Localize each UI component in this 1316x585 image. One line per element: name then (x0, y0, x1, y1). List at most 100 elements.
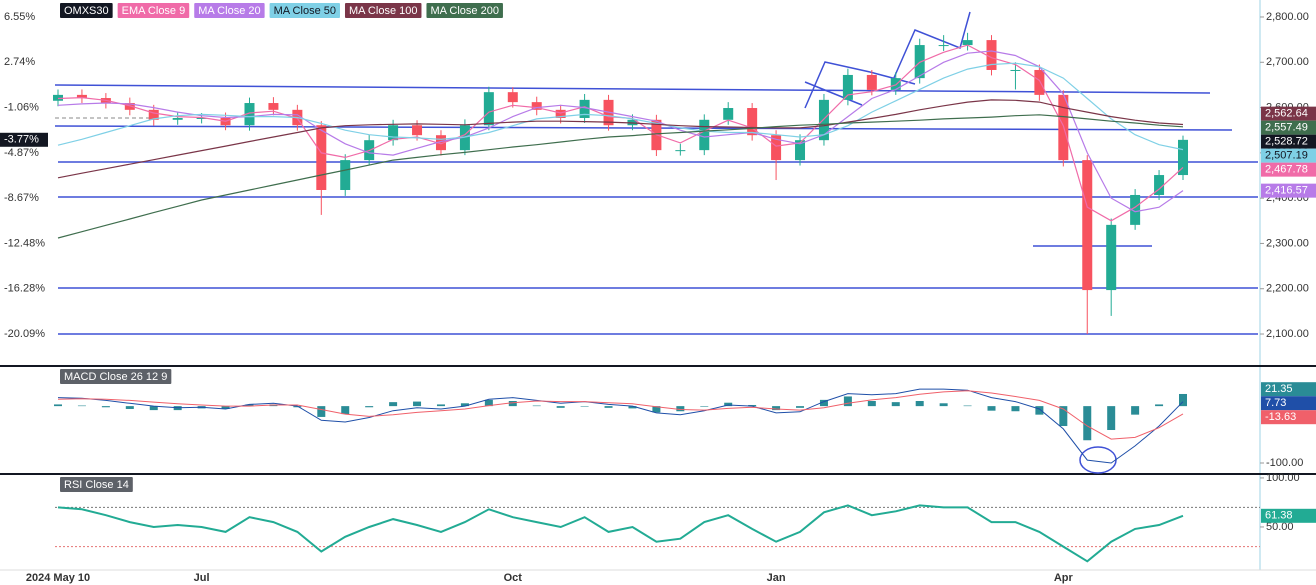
candle-body (771, 135, 782, 161)
price-badge (1261, 134, 1316, 149)
candle-body (268, 103, 279, 110)
y2-tick-label: -4.87% (4, 147, 39, 159)
candle-body (76, 94, 87, 99)
candle-body (747, 108, 758, 136)
price-badge-label: 2,557.49 (1265, 122, 1308, 134)
price-badge-label: 2,507.19 (1265, 150, 1308, 162)
price-badge (1261, 148, 1316, 163)
histogram-bar (508, 401, 517, 407)
candle-body (412, 125, 423, 136)
price-badge-label: 2,562.64 (1265, 108, 1308, 120)
histogram-bar (580, 406, 589, 407)
legend-chip (117, 3, 190, 18)
trend-line (54, 125, 1233, 131)
y2-tick-label: -1.06% (4, 101, 39, 113)
candle-body (124, 103, 135, 110)
histogram-bar (532, 405, 541, 407)
histogram-bar (1083, 406, 1092, 441)
price-badge-label: 2,467.78 (1265, 164, 1308, 176)
current-pct-label: -3.77% (4, 134, 39, 146)
candle-body (1178, 139, 1188, 176)
candle-body (723, 108, 734, 120)
price-badge-label: 7.73 (1265, 397, 1286, 409)
candle-body (53, 94, 63, 101)
candle-body (1010, 69, 1021, 71)
histogram-bar (843, 396, 852, 407)
legend-chip (60, 369, 172, 384)
histogram-bar (245, 404, 254, 407)
histogram-bar (628, 406, 637, 409)
histogram-bar (149, 406, 158, 411)
x-tick-label: Jan (767, 572, 786, 584)
y-tick-label: 2,700.00 (1266, 56, 1309, 68)
histogram-bar (341, 406, 350, 415)
price-badge-label: 2,528.72 (1265, 136, 1308, 148)
histogram-bar (1131, 406, 1140, 415)
histogram-bar (652, 406, 661, 413)
channel-line (869, 71, 916, 85)
candle-body (890, 78, 901, 90)
candle-body (986, 40, 997, 70)
candle-body (842, 74, 853, 100)
y-tick-label: 50.00 (1266, 521, 1294, 533)
price-badge-label: -13.63 (1265, 411, 1296, 423)
y-tick-label: 100.00 (1266, 472, 1300, 484)
histogram-bar (819, 399, 828, 407)
indicator-line (57, 388, 1184, 464)
histogram-bar (221, 406, 230, 409)
price-badge-label: 61.38 (1265, 510, 1293, 522)
candle-body (1154, 175, 1165, 195)
histogram-bar (1011, 406, 1020, 412)
histogram-bar (389, 402, 398, 407)
histogram-bar (1035, 406, 1044, 415)
indicator-line (57, 390, 1184, 440)
histogram-bar (413, 401, 422, 407)
candle-body (795, 140, 806, 161)
histogram-bar (796, 406, 805, 408)
y2-tick-label: -20.09% (4, 328, 45, 340)
legend-chip (269, 3, 340, 18)
current-pct-badge (0, 132, 48, 147)
histogram-bar (1179, 393, 1187, 407)
histogram-bar (293, 406, 302, 408)
candle-body (1106, 224, 1117, 291)
legend-label: RSI Close 14 (64, 479, 129, 491)
candle-body (196, 117, 207, 119)
histogram-bar (772, 406, 781, 411)
histogram-bar (676, 406, 685, 412)
price-badge (1261, 106, 1316, 121)
legend-label: EMA Close 9 (122, 5, 186, 17)
channel-line (804, 81, 863, 106)
legend-label: MACD Close 26 12 9 (64, 371, 167, 383)
legend-label: OMXS30 (64, 5, 109, 17)
candle-body (507, 92, 518, 103)
price-badge (1261, 162, 1316, 177)
candle-body (1034, 69, 1045, 95)
legend-label: MA Close 50 (274, 5, 336, 17)
histogram-bar (125, 406, 134, 409)
price-badge (1261, 396, 1316, 411)
candle-body (172, 117, 183, 120)
rsi-line (57, 504, 1184, 563)
price-badge (1261, 508, 1316, 523)
candle-body (435, 135, 446, 151)
histogram-bar (1107, 406, 1116, 431)
histogram-bar (317, 406, 326, 417)
y2-tick-label: -16.28% (4, 283, 45, 295)
ma-line (57, 62, 1184, 151)
candle-body (483, 92, 494, 126)
histogram-bar (963, 405, 972, 407)
candle-body (699, 119, 710, 151)
candle-body (579, 99, 590, 118)
candle-body (340, 160, 351, 190)
candle-body (675, 150, 686, 152)
price-badge (1261, 120, 1316, 135)
trend-line (54, 84, 1211, 94)
histogram-bar (700, 406, 709, 407)
legend-chip (344, 3, 422, 18)
histogram-bar (724, 402, 733, 407)
x-tick-label: Apr (1054, 572, 1074, 584)
